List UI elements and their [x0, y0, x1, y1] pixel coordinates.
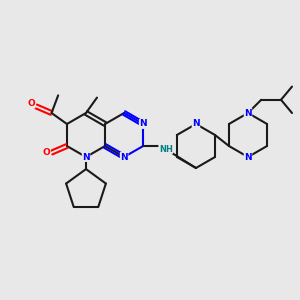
Text: O: O: [43, 148, 50, 157]
Text: N: N: [82, 152, 90, 161]
Text: N: N: [244, 109, 252, 118]
Text: O: O: [27, 99, 35, 108]
Text: NH: NH: [159, 145, 173, 154]
Text: N: N: [192, 119, 200, 128]
Text: N: N: [120, 152, 128, 161]
Text: N: N: [244, 152, 252, 161]
Text: N: N: [139, 119, 147, 128]
